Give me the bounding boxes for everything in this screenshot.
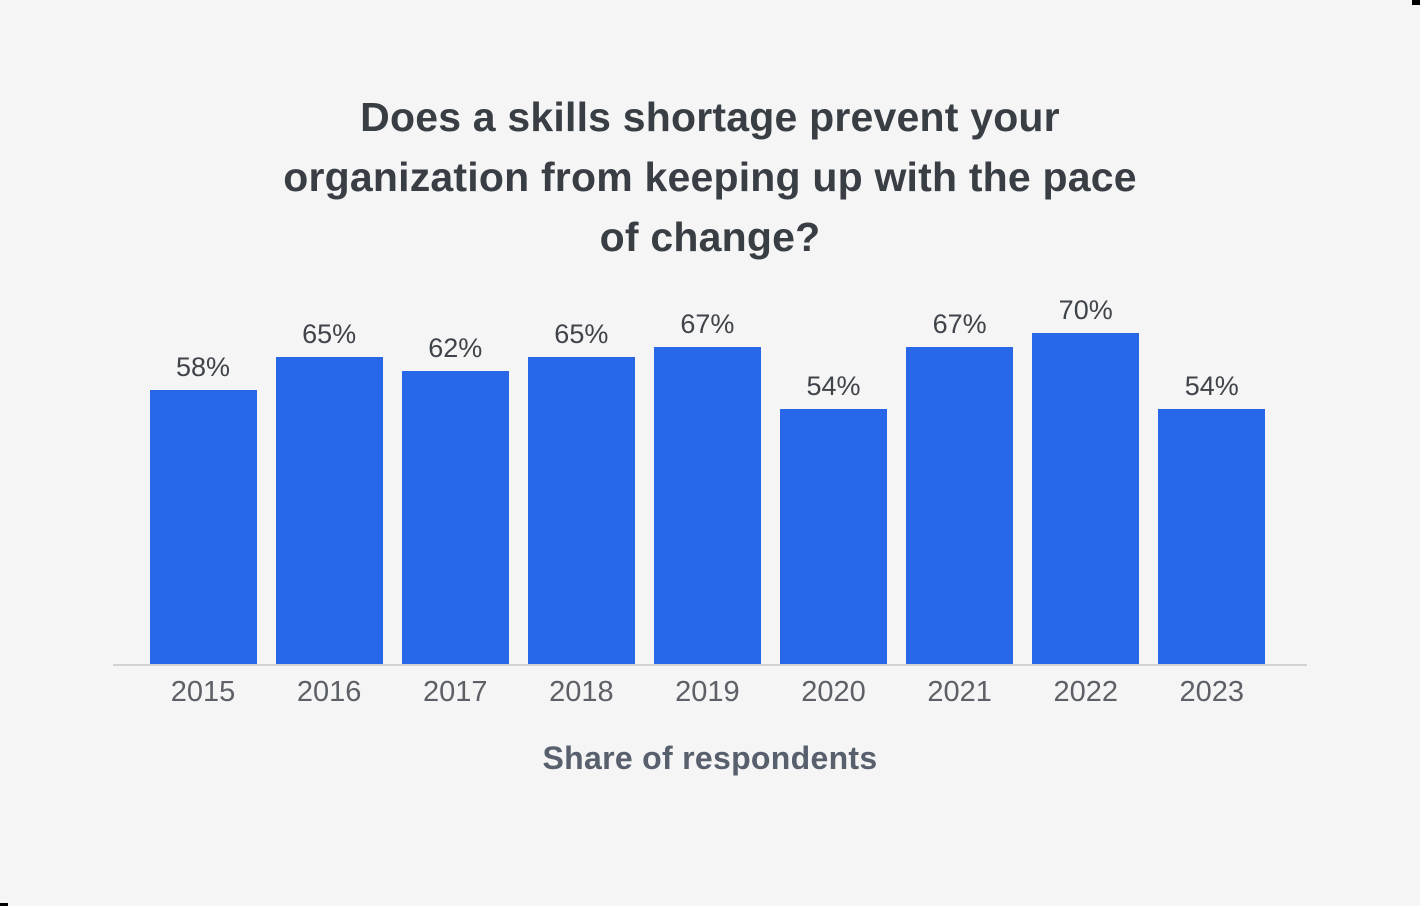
bars-row: 58% 65% 62% 65% 67% 54% 67% [140, 285, 1275, 665]
bar-value-label: 54% [1184, 371, 1239, 401]
x-axis-tick-label: 2021 [927, 676, 992, 708]
bar [527, 357, 635, 665]
bar [780, 409, 888, 665]
bar-group: 54% [1149, 370, 1275, 665]
bar-value-label: 62% [428, 333, 483, 363]
x-axis-tick-label: 2020 [801, 676, 866, 708]
bar-value-label: 67% [932, 309, 987, 339]
bar [275, 357, 383, 665]
screenshot-corner-artifact-top-right [1412, 0, 1420, 5]
bar [1032, 333, 1140, 665]
bar-value-label: 54% [806, 371, 861, 401]
bar [401, 371, 509, 665]
bar [653, 347, 761, 665]
bar-group: 65% [518, 318, 644, 665]
bar-group: 62% [392, 332, 518, 665]
chart-title: Does a skills shortage prevent your orga… [0, 87, 1420, 267]
bar [149, 390, 257, 665]
bar-group: 58% [140, 351, 266, 665]
bar-group: 54% [770, 370, 896, 665]
x-axis-labels: 2015 2016 2017 2018 2019 2020 2021 2022 … [140, 676, 1275, 708]
bar [1158, 409, 1266, 665]
chart-title-line-2: organization from keeping up with the pa… [283, 154, 1137, 200]
bar-group: 67% [897, 308, 1023, 665]
bar-value-label: 70% [1058, 295, 1113, 325]
bar-value-label: 65% [554, 319, 609, 349]
bar-group: 67% [644, 308, 770, 665]
x-axis-line [113, 664, 1307, 666]
x-axis-tick-label: 2018 [549, 676, 614, 708]
x-axis-tick-label: 2016 [296, 676, 362, 708]
bar-value-label: 67% [680, 309, 735, 339]
x-axis-tick-label: 2022 [1053, 676, 1118, 708]
chart-title-line-1: Does a skills shortage prevent your [360, 94, 1060, 140]
bar-group: 65% [266, 318, 392, 665]
chart-title-line-3: of change? [599, 214, 821, 260]
bar-value-label: 65% [302, 319, 357, 349]
bar-value-label: 58% [176, 352, 231, 382]
x-axis-tick-label: 2019 [675, 676, 740, 708]
x-axis-tick-label: 2015 [170, 676, 236, 708]
x-axis-tick-label: 2023 [1179, 676, 1245, 708]
x-axis-tick-label: 2017 [422, 676, 488, 708]
bar-group: 70% [1023, 294, 1149, 665]
bar [906, 347, 1014, 665]
screenshot-corner-artifact-bottom-left [0, 903, 8, 906]
x-axis-title: Share of respondents [542, 740, 878, 776]
